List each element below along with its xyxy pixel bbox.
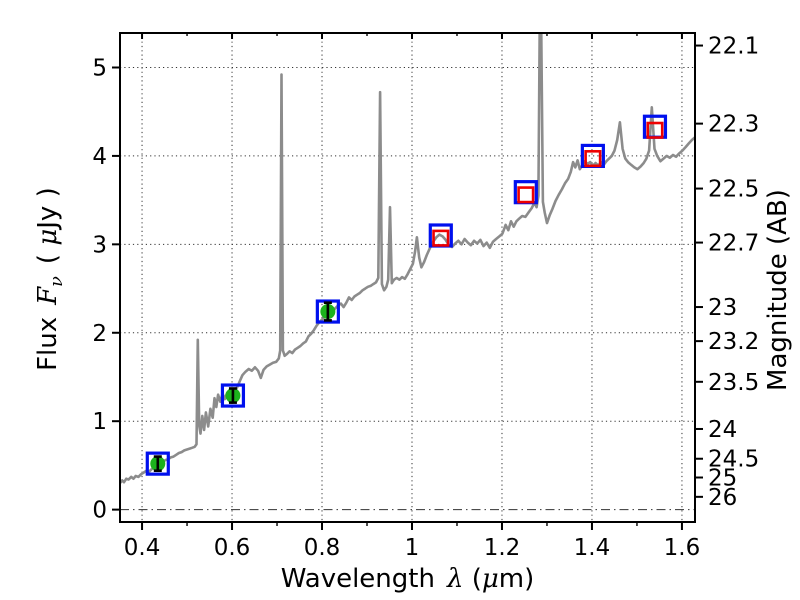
flux-F-symbol: F	[32, 286, 63, 305]
y-right-tick-label: 22.1	[708, 34, 759, 60]
x-axis-label: Wavelength λ (μm)	[280, 564, 535, 594]
x-axis-label-word: Wavelength	[280, 564, 435, 594]
error-bar	[153, 455, 162, 473]
left-y-axis-label: FluxFν( μJy )	[32, 187, 68, 371]
mu-symbol: μ	[481, 564, 499, 594]
mu-symbol-flux: μ	[32, 228, 63, 246]
y-left-tick-label: 0	[92, 498, 107, 524]
lambda-symbol: λ	[446, 564, 464, 594]
x-tick-label: 1.2	[484, 535, 521, 561]
blue-square-marker	[145, 451, 170, 476]
error-bar	[323, 301, 332, 322]
y-right-tick-label: 24	[708, 417, 737, 443]
nu-subscript: ν	[47, 276, 68, 287]
x-tick-label: 0.6	[214, 535, 251, 561]
ticks	[112, 33, 703, 530]
blue-square-marker	[315, 299, 340, 324]
right-y-axis-label: Magnitude (AB)	[763, 189, 793, 391]
flux-label-word: Flux	[32, 316, 63, 371]
y-left-tick-label: 2	[92, 321, 107, 347]
y-right-tick-label: 23.2	[708, 329, 759, 355]
y-right-tick-label: 22.5	[708, 177, 759, 203]
y-right-tick-label: 25	[708, 466, 737, 492]
y-right-tick-label: 26	[708, 485, 737, 511]
y-left-tick-label: 1	[92, 409, 107, 435]
y-left-tick-label: 4	[92, 144, 107, 170]
red-square-marker	[584, 150, 602, 168]
red-square-marker	[432, 229, 450, 247]
blue-square-marker	[220, 383, 246, 408]
x-tick-label: 0.4	[124, 535, 161, 561]
red-square-marker	[646, 121, 664, 139]
y-right-tick-label: 22.7	[708, 231, 759, 257]
galaxy-spectrum-line	[120, 33, 695, 485]
y-left-tick-label: 3	[92, 232, 107, 258]
y-right-tick-label: 23.5	[708, 370, 759, 396]
x-tick-label: 1.4	[574, 535, 611, 561]
x-tick-label: 1	[405, 535, 420, 561]
error-bar	[228, 387, 237, 404]
x-tick-label: 1.6	[664, 535, 701, 561]
y-left-tick-label: 5	[92, 55, 107, 81]
red-square-marker	[517, 186, 535, 204]
y-right-tick-label: 23	[708, 295, 737, 321]
y-right-tick-label: 22.3	[708, 112, 759, 138]
grid	[120, 33, 695, 522]
axes-frame	[119, 32, 696, 523]
y-right-tick-label: 24.5	[708, 447, 759, 473]
x-tick-label: 0.8	[304, 535, 341, 561]
